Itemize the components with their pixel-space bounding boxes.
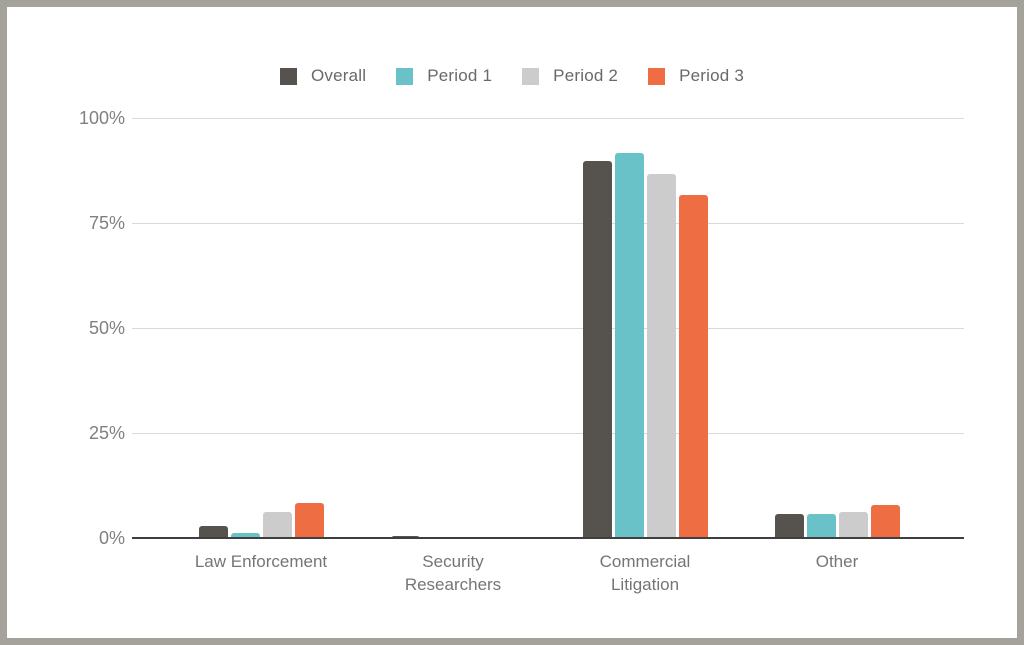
legend-swatch-icon-period-3: [648, 67, 666, 85]
bar-other-period-2: [838, 511, 868, 539]
legend-label-period-1: Period 1: [427, 66, 493, 85]
ytick-label-50: 50%: [88, 318, 125, 338]
bar-other-overall: [774, 513, 804, 539]
xcat-label-text: Law Enforcement: [194, 552, 328, 571]
xcat-label-commercial-litigation: Commercial Litigation: [549, 550, 741, 596]
legend-item-overall: Overall: [279, 66, 367, 86]
xcat-label-text: Commercial Litigation: [599, 552, 691, 594]
legend-label-period-3: Period 3: [679, 66, 744, 85]
xcat-label-other: Other: [741, 550, 933, 573]
legend-swatch-icon-period-1: [396, 67, 414, 85]
gridline-50: [132, 328, 964, 329]
ytick-label-25: 25%: [88, 423, 125, 443]
legend-label-period-2: Period 2: [553, 66, 619, 85]
plot-area: 0% 25% 50% 75% 100% Law Enforcement Security R…: [7, 7, 1017, 638]
bar-law-enforcement-period-2: [262, 511, 292, 539]
bar-law-enforcement-overall: [198, 526, 228, 539]
ytick-label-75: 75%: [88, 213, 125, 233]
bar-other-period-3: [870, 505, 900, 539]
xcat-label-law-enforcement: Law Enforcement: [165, 550, 357, 573]
chart-legend: Overall Period 1 Period 2 Period 3: [7, 59, 1017, 93]
legend-label-overall: Overall: [310, 66, 367, 85]
gridline-25: [132, 433, 964, 434]
bar-commercial-litigation-overall: [582, 161, 612, 539]
chart-area: Overall Period 1 Period 2 Period 3 0% 25% 50%…: [7, 7, 1017, 638]
bar-commercial-litigation-period-2: [646, 173, 676, 539]
bar-other-period-1: [806, 513, 836, 539]
gridline-75: [132, 223, 964, 224]
ytick-label-100: 100%: [78, 108, 125, 128]
legend-item-period-3: Period 3: [648, 66, 744, 86]
legend-swatch-icon-period-2: [522, 67, 540, 85]
bar-commercial-litigation-period-1: [614, 152, 644, 539]
gridline-100: [132, 118, 964, 119]
ytick-label-0: 0%: [98, 528, 125, 548]
xcat-label-text: Other: [815, 552, 859, 571]
bar-commercial-litigation-period-3: [678, 194, 708, 539]
bar-law-enforcement-period-1: [230, 532, 260, 539]
bar-law-enforcement-period-3: [294, 503, 324, 539]
xcat-label-security-researchers: Security Researchers: [357, 550, 549, 596]
legend-item-period-1: Period 1: [396, 66, 492, 86]
x-axis-line: [132, 537, 964, 539]
xcat-label-text: Security Researchers: [404, 552, 502, 594]
legend-swatch-icon-overall: [279, 67, 297, 85]
legend-item-period-2: Period 2: [522, 66, 618, 86]
